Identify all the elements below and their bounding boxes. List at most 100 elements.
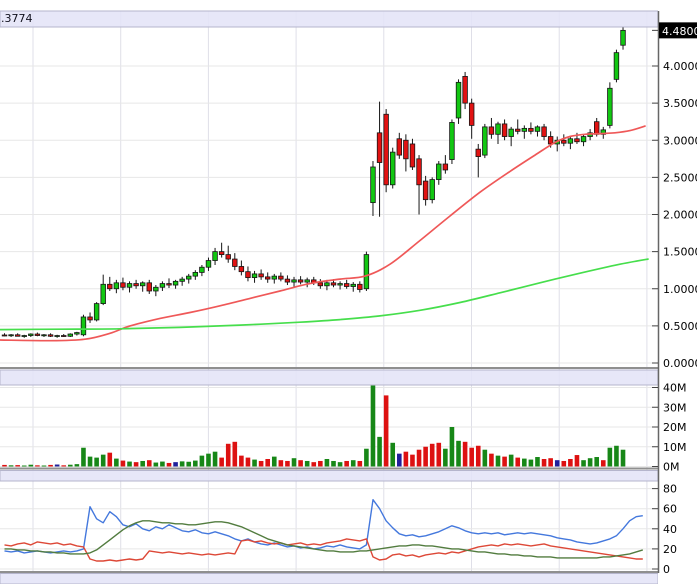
candle-up	[192, 272, 199, 277]
volume-bar	[383, 395, 389, 467]
candle-up	[436, 163, 442, 181]
volume-bar	[318, 460, 323, 467]
price-panel[interactable]	[0, 27, 649, 342]
candle-down	[245, 271, 251, 279]
candle-down	[357, 283, 363, 290]
candle-down	[383, 113, 389, 186]
candle-down	[468, 102, 475, 126]
volume-panel[interactable]	[2, 385, 626, 467]
volume-bar	[436, 442, 442, 467]
separator-line	[0, 571, 658, 573]
volume-bar	[541, 458, 547, 467]
volume-axis-label: 20M	[663, 421, 687, 434]
candle-up	[350, 283, 356, 287]
volume-bar	[600, 460, 606, 467]
candle-down	[264, 276, 271, 280]
candle-up	[113, 282, 120, 290]
volume-bar	[331, 460, 336, 467]
candle-up	[93, 303, 100, 321]
volume-bar	[449, 427, 455, 467]
volume-bar	[614, 445, 619, 467]
volume-bar	[410, 454, 415, 467]
candle-down	[47, 334, 54, 337]
volume-axis-label: 10M	[663, 441, 687, 454]
volume-bar	[594, 457, 599, 467]
volume-bar	[561, 460, 567, 467]
candle-up	[337, 283, 343, 286]
oscillator-panel[interactable]	[4, 499, 644, 562]
volume-bar	[61, 465, 67, 467]
volume-bar	[482, 449, 488, 467]
volume-bar	[74, 464, 80, 467]
volume-bar	[554, 460, 560, 467]
volume-bar	[166, 462, 172, 467]
volume-bar	[120, 460, 126, 467]
volume-bar	[364, 448, 369, 467]
volume-bar	[443, 448, 448, 467]
candle-up	[8, 334, 14, 337]
oscillator-axis-label: 0	[663, 563, 670, 576]
volume-bar	[8, 465, 14, 467]
candle-down	[258, 273, 264, 278]
volume-axis-label: 0M	[663, 461, 680, 474]
volume-bar	[548, 458, 553, 467]
volume-bar	[225, 443, 231, 467]
volume-bar	[271, 456, 277, 467]
candle-up	[186, 275, 192, 280]
volume-bar	[54, 464, 60, 467]
candle-up	[199, 266, 205, 273]
candle-down	[14, 334, 21, 337]
candle-down	[442, 163, 449, 171]
candle-down	[422, 180, 429, 201]
vertical-gridlines	[32, 11, 648, 571]
separator-line	[0, 467, 658, 470]
volume-bar	[232, 441, 238, 467]
volume-bar	[469, 447, 474, 467]
separator-line	[0, 367, 658, 369]
ma-fast-red	[0, 125, 646, 342]
volume-bar	[199, 455, 205, 467]
volume-bar	[429, 443, 435, 467]
volume-bar	[344, 460, 349, 467]
volume-bar	[397, 453, 402, 467]
candle-down	[403, 139, 409, 160]
candle-up	[271, 275, 277, 280]
volume-bar	[107, 452, 113, 467]
candle-up	[41, 334, 47, 337]
volume-bar	[311, 462, 317, 467]
candle-up	[449, 122, 455, 160]
volume-bar	[100, 454, 106, 467]
candle-down	[541, 126, 547, 137]
volume-bar	[370, 385, 376, 467]
volume-bar	[528, 459, 534, 467]
candle-up	[80, 316, 87, 336]
candle-up	[534, 126, 541, 132]
volume-bar	[146, 460, 152, 467]
candle-down	[475, 148, 481, 157]
volume-bar	[179, 461, 185, 467]
volume-bar	[278, 460, 284, 467]
volume-bar	[298, 460, 303, 467]
volume-bar	[212, 451, 218, 467]
volume-bar	[620, 449, 626, 467]
indicator-green	[4, 520, 644, 559]
volume-bar	[2, 464, 7, 467]
candle-up	[370, 166, 376, 204]
volume-bar	[160, 461, 165, 467]
candle-up	[390, 151, 396, 186]
volume-bar	[291, 458, 297, 467]
candle-up	[153, 286, 159, 292]
oscillator-axis-label: 20	[663, 543, 677, 556]
candle-up	[212, 251, 218, 261]
volume-bar	[502, 456, 507, 467]
candle-down	[416, 158, 422, 186]
volume-bar	[390, 442, 396, 467]
candle-down	[278, 275, 284, 280]
